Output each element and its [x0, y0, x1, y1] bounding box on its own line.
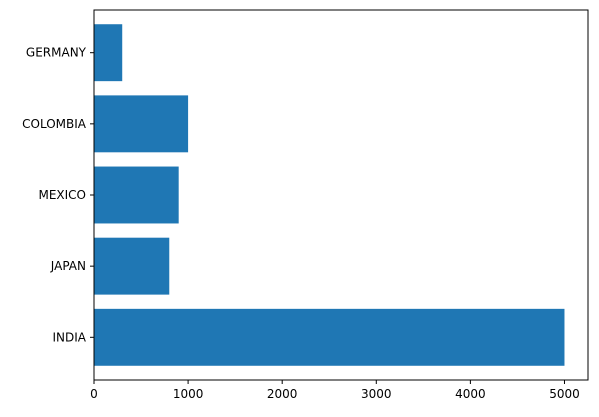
plot-frame	[93, 9, 589, 381]
y-axis-ticks: INDIA JAPAN MEXICO COLOMBIA GERMANY	[22, 46, 94, 344]
x-tick-label-3000: 3000	[361, 387, 392, 401]
x-axis-ticks: 0 1000 2000 3000 4000 5000	[90, 380, 580, 401]
x-tick-label-5000: 5000	[549, 387, 580, 401]
bar-japan	[94, 237, 170, 295]
bars-layer	[94, 24, 565, 366]
bar-colombia	[94, 95, 189, 153]
x-tick-label-1000: 1000	[173, 387, 204, 401]
x-tick-label-0: 0	[90, 387, 98, 401]
x-tick-label-2000: 2000	[267, 387, 298, 401]
y-tick-label-japan: JAPAN	[50, 259, 86, 273]
y-tick-label-colombia: COLOMBIA	[22, 117, 87, 131]
bar-mexico	[94, 166, 179, 224]
bar-germany	[94, 24, 123, 82]
y-tick-label-india: INDIA	[52, 330, 86, 344]
y-tick-label-mexico: MEXICO	[38, 188, 86, 202]
x-tick-label-4000: 4000	[455, 387, 486, 401]
bar-india	[94, 308, 565, 366]
y-tick-label-germany: GERMANY	[26, 46, 87, 60]
